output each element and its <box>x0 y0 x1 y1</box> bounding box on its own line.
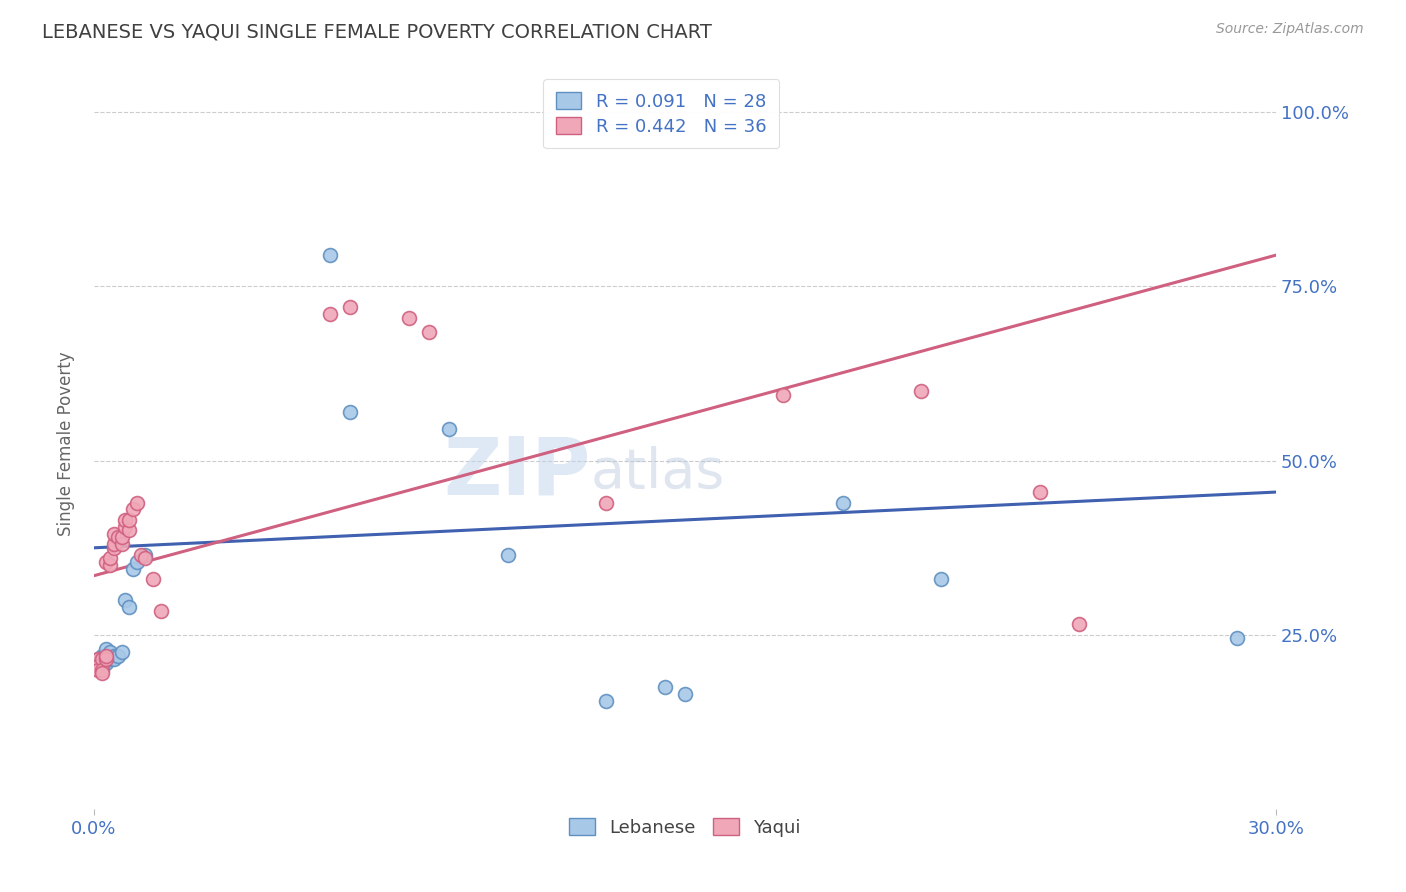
Point <box>98 652 121 666</box>
Point <box>107 648 129 663</box>
Point <box>134 548 156 562</box>
Point <box>418 325 440 339</box>
Point <box>90 648 112 663</box>
Point <box>437 422 460 436</box>
Point <box>122 562 145 576</box>
Point <box>118 600 141 615</box>
Point <box>673 687 696 701</box>
Point <box>103 527 125 541</box>
Point <box>103 648 125 663</box>
Point <box>90 652 112 666</box>
Point <box>87 652 110 666</box>
Point <box>118 524 141 538</box>
Point <box>94 648 117 663</box>
Point <box>654 680 676 694</box>
Point <box>910 384 932 398</box>
Text: LEBANESE VS YAQUI SINGLE FEMALE POVERTY CORRELATION CHART: LEBANESE VS YAQUI SINGLE FEMALE POVERTY … <box>42 22 711 41</box>
Point <box>90 666 112 681</box>
Point <box>94 656 117 670</box>
Point <box>772 387 794 401</box>
Point <box>94 555 117 569</box>
Point <box>1225 632 1247 646</box>
Point <box>98 558 121 573</box>
Point <box>496 548 519 562</box>
Point <box>319 307 342 321</box>
Point <box>339 301 361 315</box>
Point <box>929 572 952 586</box>
Point <box>87 652 110 666</box>
Point <box>595 495 617 509</box>
Point <box>94 652 117 666</box>
Point <box>1067 617 1090 632</box>
Point <box>110 537 132 551</box>
Point <box>90 652 112 666</box>
Point <box>94 652 117 666</box>
Point <box>129 548 152 562</box>
Point <box>398 310 420 325</box>
Point <box>103 537 125 551</box>
Point <box>107 530 129 544</box>
Point <box>94 641 117 656</box>
Point <box>142 572 165 586</box>
Point <box>122 502 145 516</box>
Point <box>319 248 342 262</box>
Point <box>87 659 110 673</box>
Point <box>118 513 141 527</box>
Point <box>127 555 149 569</box>
Point <box>1028 485 1050 500</box>
Y-axis label: Single Female Poverty: Single Female Poverty <box>58 351 75 535</box>
Point <box>98 645 121 659</box>
Point <box>114 513 136 527</box>
Point <box>127 495 149 509</box>
Point <box>114 593 136 607</box>
Point <box>831 495 853 509</box>
Legend: Lebanese, Yaqui: Lebanese, Yaqui <box>562 811 808 844</box>
Point <box>87 659 110 673</box>
Point <box>149 603 172 617</box>
Point <box>339 405 361 419</box>
Text: Source: ZipAtlas.com: Source: ZipAtlas.com <box>1216 22 1364 37</box>
Text: atlas: atlas <box>591 446 724 500</box>
Point <box>90 663 112 677</box>
Point <box>87 663 110 677</box>
Point <box>98 551 121 566</box>
Text: ZIP: ZIP <box>443 434 591 511</box>
Point <box>114 520 136 534</box>
Point <box>103 652 125 666</box>
Point <box>110 645 132 659</box>
Point <box>103 541 125 555</box>
Point <box>134 551 156 566</box>
Point <box>595 694 617 708</box>
Point <box>110 530 132 544</box>
